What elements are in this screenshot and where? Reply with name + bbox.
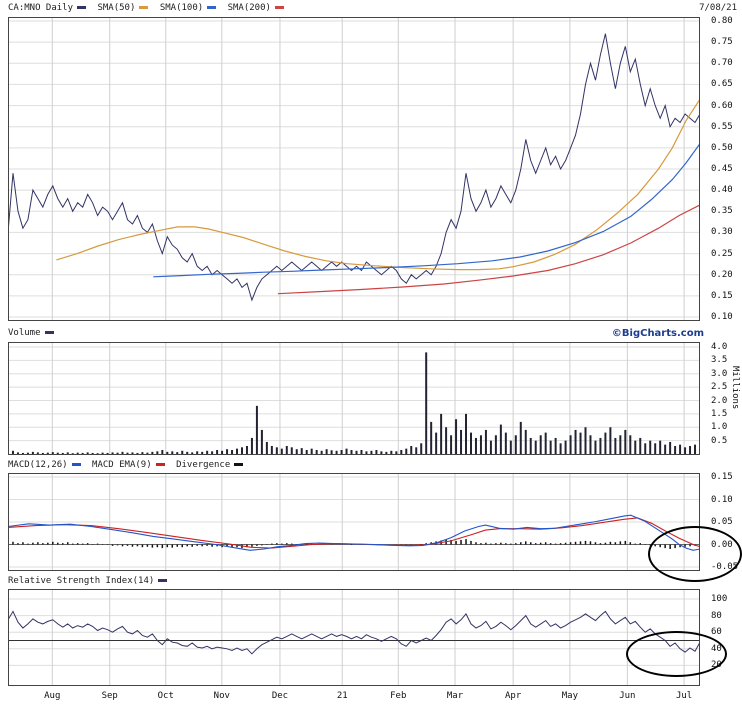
y-axis-tick-label: 1.0 [711, 422, 728, 433]
y-axis-tick-label: 0.45 [711, 164, 733, 174]
volume-units-label: Millions [730, 366, 740, 410]
sma100-marker [207, 5, 217, 9]
x-axis-label: Aug [44, 691, 61, 701]
volume-legend: Volume [8, 328, 60, 339]
rsi-label: Relative Strength Index(14) [8, 576, 155, 586]
x-axis-label: Oct [157, 691, 174, 701]
x-axis-label: Feb [390, 691, 407, 701]
macd-lows-circle [648, 526, 742, 582]
x-axis-label: Dec [271, 691, 289, 701]
y-axis-tick-label: 2.0 [711, 395, 728, 406]
macd-marker [71, 462, 81, 466]
volume-marker [44, 330, 54, 334]
y-axis-tick-label: 0.10 [711, 494, 733, 505]
y-axis-tick-label: 0.15 [711, 290, 733, 301]
x-axis-label: Jun [619, 691, 636, 701]
macd-label: MACD(12,26) [8, 460, 68, 470]
divergence-label: Divergence [176, 460, 231, 470]
macd-legend: MACD(12,26) MACD EMA(9) Divergence [8, 460, 249, 471]
macd-plot [8, 473, 700, 571]
x-axis-label: May [561, 691, 579, 701]
y-axis-tick-label: 0.25 [711, 248, 733, 259]
y-axis-tick-label: 0.20 [711, 269, 733, 280]
macd-signal-label: MACD EMA(9) [92, 460, 152, 470]
rsi-plot [8, 589, 700, 686]
y-axis-tick-label: 0.10 [711, 312, 733, 322]
y-axis-tick-label: 80 [711, 610, 722, 621]
y-axis-tick-label: 0.50 [711, 142, 733, 153]
rsi-lows-circle [626, 631, 727, 677]
y-axis-tick-label: 0.40 [711, 185, 733, 196]
y-axis-tick-label: 0.15 [711, 472, 733, 482]
divergence-marker [234, 462, 244, 466]
rsi-marker [158, 578, 168, 582]
y-axis-tick-label: 2.5 [711, 382, 728, 393]
y-axis-tick-label: 0.80 [711, 16, 733, 26]
symbol-title: CA:MNO Daily [8, 3, 74, 13]
y-axis-tick-label: 3.5 [711, 355, 728, 366]
y-axis-tick-label: 0.30 [711, 227, 733, 238]
y-axis-tick-label: 0.60 [711, 100, 733, 111]
y-axis-tick-label: 0.70 [711, 58, 733, 69]
y-axis-tick-label: 3.0 [711, 368, 728, 379]
volume-plot [8, 342, 700, 455]
x-axis-label: Apr [505, 691, 522, 701]
y-axis-tick-label: 0.05 [711, 517, 733, 527]
y-axis-tick-label: 0.65 [711, 79, 733, 90]
sma100-label: SMA(100) [159, 3, 204, 13]
sma50-marker [139, 5, 149, 9]
price-series-marker [77, 5, 87, 9]
rsi-legend: Relative Strength Index(14) [8, 576, 173, 587]
y-axis-tick-label: 100 [711, 594, 728, 604]
y-axis-tick-label: 4.0 [711, 342, 728, 352]
x-axis-label: Jul [675, 691, 693, 701]
y-axis-tick-label: 60 [711, 627, 722, 638]
y-axis-tick-label: 0.55 [711, 121, 733, 132]
chart-legend: CA:MNO Daily SMA(50) SMA(100) SMA(200) [8, 3, 290, 14]
x-axis-label: Sep [101, 691, 118, 701]
sma200-label: SMA(200) [227, 3, 271, 13]
y-axis-tick-label: 1.5 [711, 408, 728, 419]
sma200-marker [274, 5, 284, 9]
macd-signal-marker [155, 462, 165, 466]
sma50-label: SMA(50) [97, 3, 136, 13]
y-axis-tick-label: 0.5 [711, 435, 728, 446]
volume-label: Volume [8, 328, 41, 338]
y-axis-tick-label: 0.35 [711, 206, 733, 217]
y-axis-tick-label: 0.75 [711, 37, 733, 48]
x-axis-label: Mar [446, 691, 464, 701]
x-axis-label: 21 [336, 691, 348, 701]
bigcharts-watermark: ©BigCharts.com [611, 328, 704, 339]
x-axis-label: Nov [213, 691, 230, 701]
price-plot [8, 17, 700, 321]
chart-date: 7/08/21 [699, 3, 737, 13]
